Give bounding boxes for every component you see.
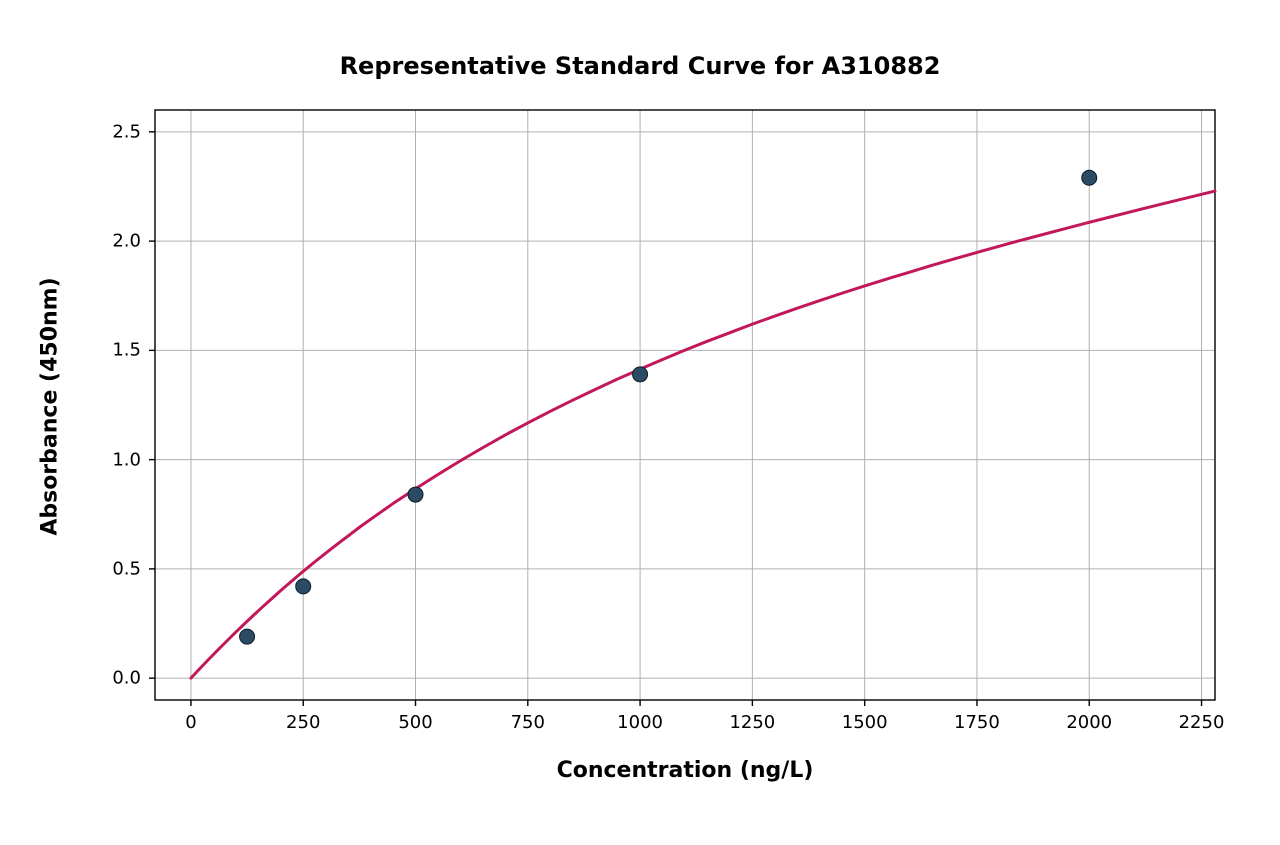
y-tick-label: 1.5 (112, 340, 141, 361)
x-tick-label: 1500 (842, 712, 888, 733)
y-tick-label: 2.0 (112, 231, 141, 252)
x-tick-label: 0 (185, 712, 196, 733)
x-tick-label: 2250 (1179, 712, 1225, 733)
x-tick-label: 500 (398, 712, 432, 733)
y-tick-label: 2.5 (112, 121, 141, 142)
y-tick-label: 0.5 (112, 558, 141, 579)
chart-container: Representative Standard Curve for A31088… (0, 0, 1280, 845)
x-tick-label: 750 (511, 712, 545, 733)
x-tick-label: 2000 (1066, 712, 1112, 733)
chart-title: Representative Standard Curve for A31088… (0, 52, 1280, 80)
y-axis-label: Absorbance (450nm) (38, 112, 63, 702)
x-tick-label: 1750 (954, 712, 1000, 733)
x-axis-label: Concentration (ng/L) (155, 758, 1215, 783)
y-tick-label: 1.0 (112, 449, 141, 470)
x-tick-label: 1000 (617, 712, 663, 733)
x-tick-label: 1250 (729, 712, 775, 733)
y-tick-label: 0.0 (112, 668, 141, 689)
plot-svg (143, 98, 1227, 712)
x-tick-label: 250 (286, 712, 320, 733)
